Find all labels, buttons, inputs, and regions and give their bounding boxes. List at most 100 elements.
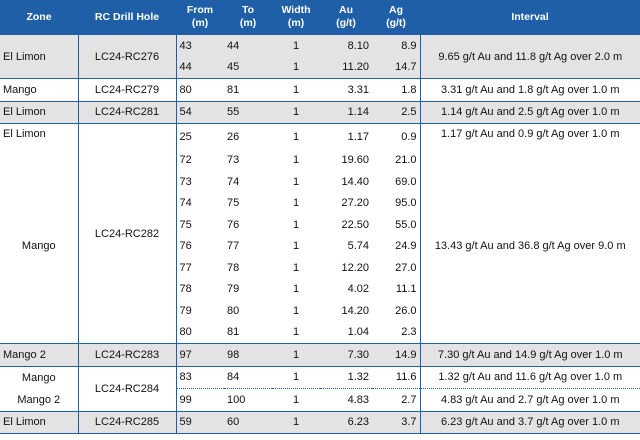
from-cell: 73 [179, 175, 192, 188]
from-cell: 74 [179, 197, 192, 210]
ag-cell: 0.9 [372, 123, 421, 150]
ag-cell: 24.9 [372, 235, 421, 257]
interval-cell: 13.43 g/t Au and 36.8 g/t Ag over 9.0 m [434, 240, 626, 253]
table-row: Mango 72 73 1 19.60 21.0 13.43 g/t Au and 36.8… [0, 149, 640, 344]
drill-hole-cell: LC24-RC281 [78, 100, 177, 124]
header-au: Au (g/t) [320, 0, 372, 35]
interval-cell: 4.83 g/t Au and 2.7 g/t Ag over 1.0 m [420, 388, 640, 411]
ag-cell: 95.0 [372, 192, 421, 214]
table-row: 73 74 1 14.40 69.0 [0, 171, 640, 193]
au-cell: 8.10 [320, 34, 372, 57]
to-cell: 76 [227, 218, 240, 231]
table-row: 44 45 1 11.20 14.7 [0, 56, 640, 79]
zone-cell: El Limon [0, 100, 79, 124]
table-row: 75 76 1 22.50 55.0 [0, 214, 640, 236]
from-cell: 43 [176, 34, 224, 57]
to-cell: 74 [227, 175, 240, 188]
ag-cell: 14.7 [372, 56, 421, 79]
from-cell: 78 [179, 283, 192, 296]
au-cell: 1.32 [320, 365, 372, 389]
au-cell: 22.50 [341, 218, 369, 231]
from-cell: 83 [176, 365, 224, 389]
from-cell: 80 [176, 78, 224, 101]
zone-cell: El Limon [0, 410, 79, 434]
to-cell: 78 [227, 261, 240, 274]
table-body: El Limon LC24-RC276 43 44 1 8.10 8.9 9.65 g/t A… [0, 34, 640, 434]
interval-cell: 1.14 g/t Au and 2.5 g/t Ag over 1.0 m [420, 100, 640, 124]
header-from: From (m) [176, 0, 224, 35]
table-row: 74 75 1 27.20 95.0 [0, 192, 640, 214]
to-cell: 100 [224, 388, 272, 411]
au-cell: 19.60 [341, 154, 369, 167]
width-cell: 1 [292, 304, 300, 317]
ag-cell: 1.8 [372, 78, 421, 101]
zone-cell: Mango [0, 365, 79, 389]
table-row: Mango LC24-RC279 80 81 1 3.31 1.8 3.31 g/t Au a… [0, 78, 640, 101]
width-cell: 1 [292, 197, 300, 210]
drill-hole-cell: LC24-RC276 [78, 34, 177, 79]
to-cell: 80 [227, 304, 240, 317]
zone-cell: El Limon [0, 34, 79, 79]
header-width-unit: (m) [287, 17, 305, 29]
width-cell: 1 [292, 218, 300, 231]
table-row: Mango 2 99 100 1 4.83 2.7 4.83 g/t Au and 2.7 … [0, 388, 640, 411]
au-cell: 12.20 [341, 261, 369, 274]
ag-cell: 8.9 [372, 34, 421, 57]
au-cell: 1.14 [320, 100, 372, 124]
ag-cell: 2.5 [372, 100, 421, 124]
to-cell: 98 [224, 343, 272, 366]
ag-cell: 11.6 [372, 365, 421, 389]
au-cell: 6.23 [320, 410, 372, 434]
to-cell: 84 [224, 365, 272, 389]
header-ag-label: Ag [389, 4, 403, 16]
from-cell: 59 [176, 410, 224, 434]
table-row: 80 81 1 1.04 2.3 [0, 321, 640, 344]
width-cell: 1 [272, 100, 320, 124]
ag-cell: 14.9 [372, 343, 421, 366]
table-header: Zone RC Drill Hole From (m) To (m) Width (m… [0, 0, 640, 35]
width-cell: 1 [272, 388, 320, 411]
au-cell: 4.83 [320, 388, 372, 411]
header-to-unit: (m) [239, 17, 257, 29]
to-cell: 55 [224, 100, 272, 124]
width-cell: 1 [272, 410, 320, 434]
drill-hole-cell: LC24-RC285 [78, 410, 177, 434]
ag-cell: 69.0 [372, 171, 421, 193]
table-row: 76 77 1 5.74 24.9 [0, 235, 640, 257]
table-row: 77 78 1 12.20 27.0 [0, 257, 640, 279]
drill-hole-cell: LC24-RC282 [78, 123, 177, 344]
au-cell: 4.02 [347, 283, 369, 296]
from-cell: 76 [179, 240, 192, 253]
header-to-label: To [241, 4, 255, 16]
header-row: Zone RC Drill Hole From (m) To (m) Width (m… [0, 0, 640, 35]
width-cell: 1 [292, 154, 300, 167]
to-cell: 79 [227, 283, 240, 296]
drill-hole-cell: LC24-RC279 [78, 78, 177, 101]
drill-hole-cell: LC24-RC284 [78, 365, 177, 411]
table-row: El Limon LC24-RC281 54 55 1 1.14 2.5 1.14 g/t A… [0, 100, 640, 124]
width-cell: 1 [272, 34, 320, 57]
ag-cell: 21.0 [372, 149, 421, 171]
header-width-label: Width [281, 4, 311, 16]
width-cell: 1 [292, 261, 300, 274]
interval-cell: 6.23 g/t Au and 3.7 g/t Ag over 1.0 m [420, 410, 640, 434]
from-cell: 25 [176, 123, 224, 150]
from-cell: 97 [176, 343, 224, 366]
width-cell: 1 [272, 123, 320, 150]
width-cell: 1 [272, 56, 320, 79]
header-width: Width (m) [272, 0, 320, 35]
au-cell: 3.31 [320, 78, 372, 101]
au-cell: 14.20 [341, 304, 369, 317]
to-cell: 77 [227, 240, 240, 253]
table-row: El Limon LC24-RC282 25 26 1 1.17 0.9 1.17 g/t A… [0, 123, 640, 344]
au-cell: 1.17 [320, 123, 372, 150]
to-cell: 45 [224, 56, 272, 79]
au-cell: 1.04 [347, 326, 369, 339]
width-cell: 1 [272, 78, 320, 101]
from-cell: 99 [176, 388, 224, 411]
to-cell: 44 [224, 34, 272, 57]
header-ag: Ag (g/t) [372, 0, 420, 35]
to-cell: 81 [227, 326, 240, 339]
au-cell: 14.40 [341, 175, 369, 188]
ag-cell: 27.0 [372, 257, 421, 279]
